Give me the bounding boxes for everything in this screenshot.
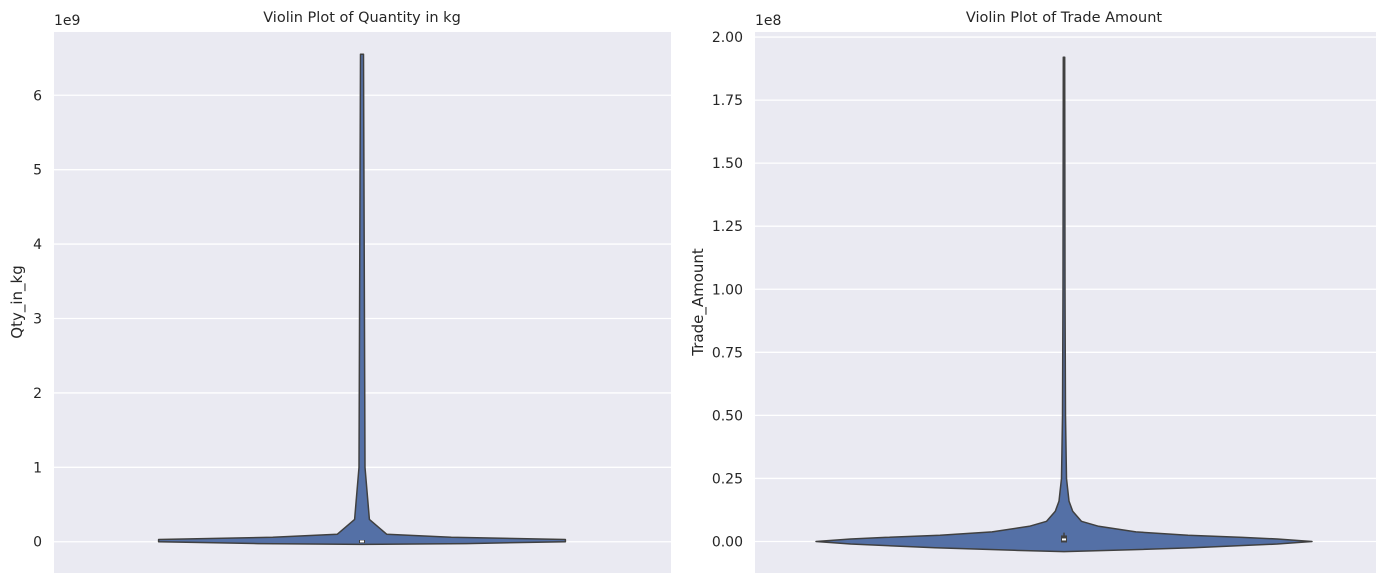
qty-y-tick-label: 3 (33, 311, 42, 327)
qty-y-tick-label: 0 (33, 535, 42, 551)
trade-chart-title: Violin Plot of Trade Amount (966, 10, 1162, 26)
trade-y-tick-label: 0.25 (712, 471, 743, 487)
trade-violin-panel: 0.00 0.25 0.50 0.75 1.00 1.25 1.50 1.75 2.00 Vio… (689, 10, 1376, 573)
trade-y-tick-label: 1.00 (712, 282, 743, 298)
qty-y-tick-label: 1 (33, 460, 42, 476)
trade-y-tick-label: 1.50 (712, 156, 743, 172)
qty-y-axis-label: Qty_in_kg (8, 265, 27, 338)
qty-offset-label: 1e9 (54, 13, 80, 29)
trade-offset-label: 1e8 (755, 13, 781, 29)
qty-chart-title: Violin Plot of Quantity in kg (263, 10, 461, 26)
trade-y-axis-label: Trade_Amount (689, 248, 708, 357)
qty-violin-median (360, 540, 364, 542)
qty-y-tick-label: 4 (33, 237, 42, 253)
trade-y-tick-label: 0.75 (712, 345, 743, 361)
trade-violin-median (1062, 538, 1066, 540)
trade-y-ticks: 0.00 0.25 0.50 0.75 1.00 1.25 1.50 1.75 2.00 (712, 30, 743, 550)
qty-y-tick-label: 2 (33, 386, 42, 402)
qty-y-tick-label: 6 (33, 88, 42, 104)
trade-y-tick-label: 1.75 (712, 93, 743, 109)
trade-y-tick-label: 2.00 (712, 30, 743, 46)
trade-y-tick-label: 0.00 (712, 534, 743, 550)
qty-y-ticks: 0 1 2 3 4 5 6 (33, 88, 42, 550)
qty-y-tick-label: 5 (33, 163, 42, 179)
qty-violin-panel: 0 1 2 3 4 5 6 Violin Plot of Quantity in kg Qt… (8, 10, 671, 573)
trade-y-tick-label: 0.50 (712, 408, 743, 424)
trade-y-tick-label: 1.25 (712, 219, 743, 235)
